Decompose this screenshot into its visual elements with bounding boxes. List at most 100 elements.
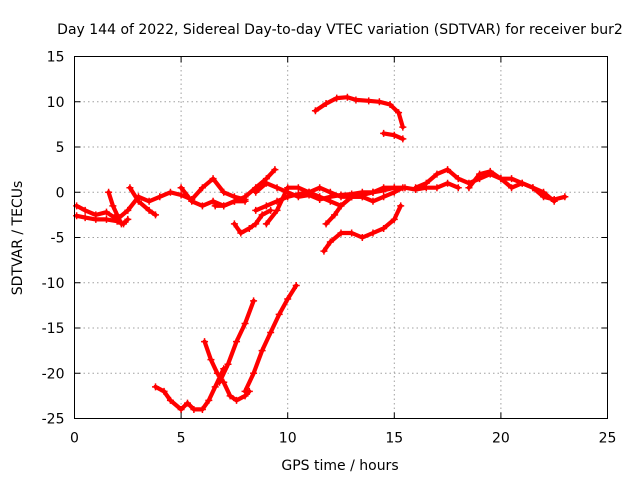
- data-point: [444, 166, 452, 174]
- data-point: [177, 405, 185, 413]
- data-point: [320, 247, 328, 255]
- series-arc-18: [201, 338, 253, 404]
- data-point: [211, 383, 219, 391]
- data-point: [166, 396, 174, 404]
- data-point: [241, 387, 249, 395]
- data-point: [252, 206, 260, 214]
- series-arc-3: [105, 188, 125, 228]
- data-point: [273, 206, 281, 214]
- series-arc-19: [215, 297, 258, 386]
- data-point: [245, 224, 253, 232]
- y-tick-label: -10: [42, 276, 65, 292]
- y-tick-label: 5: [56, 140, 65, 156]
- data-point: [508, 175, 516, 183]
- grid-layer: [74, 56, 608, 419]
- data-point: [258, 211, 266, 219]
- y-tick-label: -5: [51, 231, 65, 247]
- data-point: [205, 396, 213, 404]
- data-point: [105, 188, 113, 196]
- data-point: [262, 179, 270, 187]
- data-point: [369, 197, 377, 205]
- data-point: [358, 234, 366, 241]
- data-point: [262, 220, 270, 228]
- data-point: [241, 193, 249, 201]
- data-point: [476, 170, 484, 178]
- data-point: [518, 179, 526, 187]
- data-point: [224, 360, 232, 368]
- data-point: [326, 238, 334, 246]
- data-point: [292, 281, 300, 289]
- data-point: [213, 369, 221, 377]
- data-point: [198, 405, 206, 413]
- data-point: [145, 206, 153, 214]
- data-point: [177, 191, 185, 199]
- data-point: [316, 184, 324, 192]
- data-point: [156, 193, 164, 201]
- data-point: [275, 310, 283, 318]
- data-point: [390, 188, 398, 196]
- data-point: [284, 184, 292, 192]
- data-point: [365, 97, 373, 105]
- data-point: [190, 405, 198, 413]
- data-point: [152, 211, 160, 219]
- data-point: [352, 96, 360, 104]
- data-point: [529, 184, 537, 192]
- data-point: [390, 215, 398, 223]
- data-point: [252, 220, 260, 228]
- data-point: [386, 100, 394, 108]
- data-point: [252, 188, 260, 196]
- data-point: [92, 215, 100, 223]
- data-point: [540, 188, 548, 196]
- data-point: [230, 220, 238, 228]
- data-point: [397, 202, 405, 210]
- data-point: [124, 215, 132, 223]
- data-point: [390, 131, 398, 139]
- series-arc-16: [465, 167, 558, 205]
- data-point: [326, 197, 334, 205]
- data-point: [188, 197, 196, 205]
- data-point: [233, 396, 241, 404]
- data-point: [152, 383, 160, 391]
- series-line: [313, 95, 405, 130]
- data-point: [102, 215, 110, 223]
- data-point: [399, 123, 407, 131]
- series-line: [106, 190, 124, 226]
- data-point: [333, 94, 341, 102]
- series-line: [127, 185, 158, 217]
- data-point: [380, 193, 388, 201]
- x-tick-label: 0: [70, 431, 79, 447]
- data-point: [250, 297, 258, 305]
- data-point: [369, 229, 377, 237]
- data-point: [412, 184, 420, 192]
- data-point: [262, 202, 270, 210]
- data-point: [322, 100, 330, 108]
- data-point: [284, 295, 292, 303]
- series-arc-7: [230, 206, 275, 237]
- data-point: [316, 193, 324, 201]
- data-point: [126, 184, 134, 192]
- data-point: [369, 188, 377, 196]
- y-tick-label: -25: [42, 412, 65, 428]
- data-point: [399, 184, 407, 192]
- series-line: [264, 185, 405, 226]
- data-point: [226, 392, 234, 400]
- data-point: [508, 184, 516, 192]
- series-arc-11: [322, 193, 366, 228]
- x-tick-label: 25: [599, 431, 617, 447]
- data-point: [233, 338, 241, 346]
- series-line: [381, 131, 405, 141]
- data-point: [209, 175, 217, 183]
- tick-layer: 0 5 10 15 20 25 15 10 5 0 -5 -10 -15 -20 -25: [42, 50, 617, 447]
- data-point: [237, 229, 245, 237]
- y-tick-label: 10: [47, 95, 65, 111]
- data-point: [109, 202, 117, 210]
- chart-title: Day 144 of 2022, Sidereal Day-to-day VTE…: [57, 22, 623, 38]
- y-tick-label: -15: [42, 321, 65, 337]
- series-line: [74, 176, 248, 222]
- series-line: [232, 208, 273, 236]
- data-point: [444, 179, 452, 187]
- data-point: [561, 193, 569, 201]
- data-point: [337, 229, 345, 237]
- data-point: [211, 202, 219, 210]
